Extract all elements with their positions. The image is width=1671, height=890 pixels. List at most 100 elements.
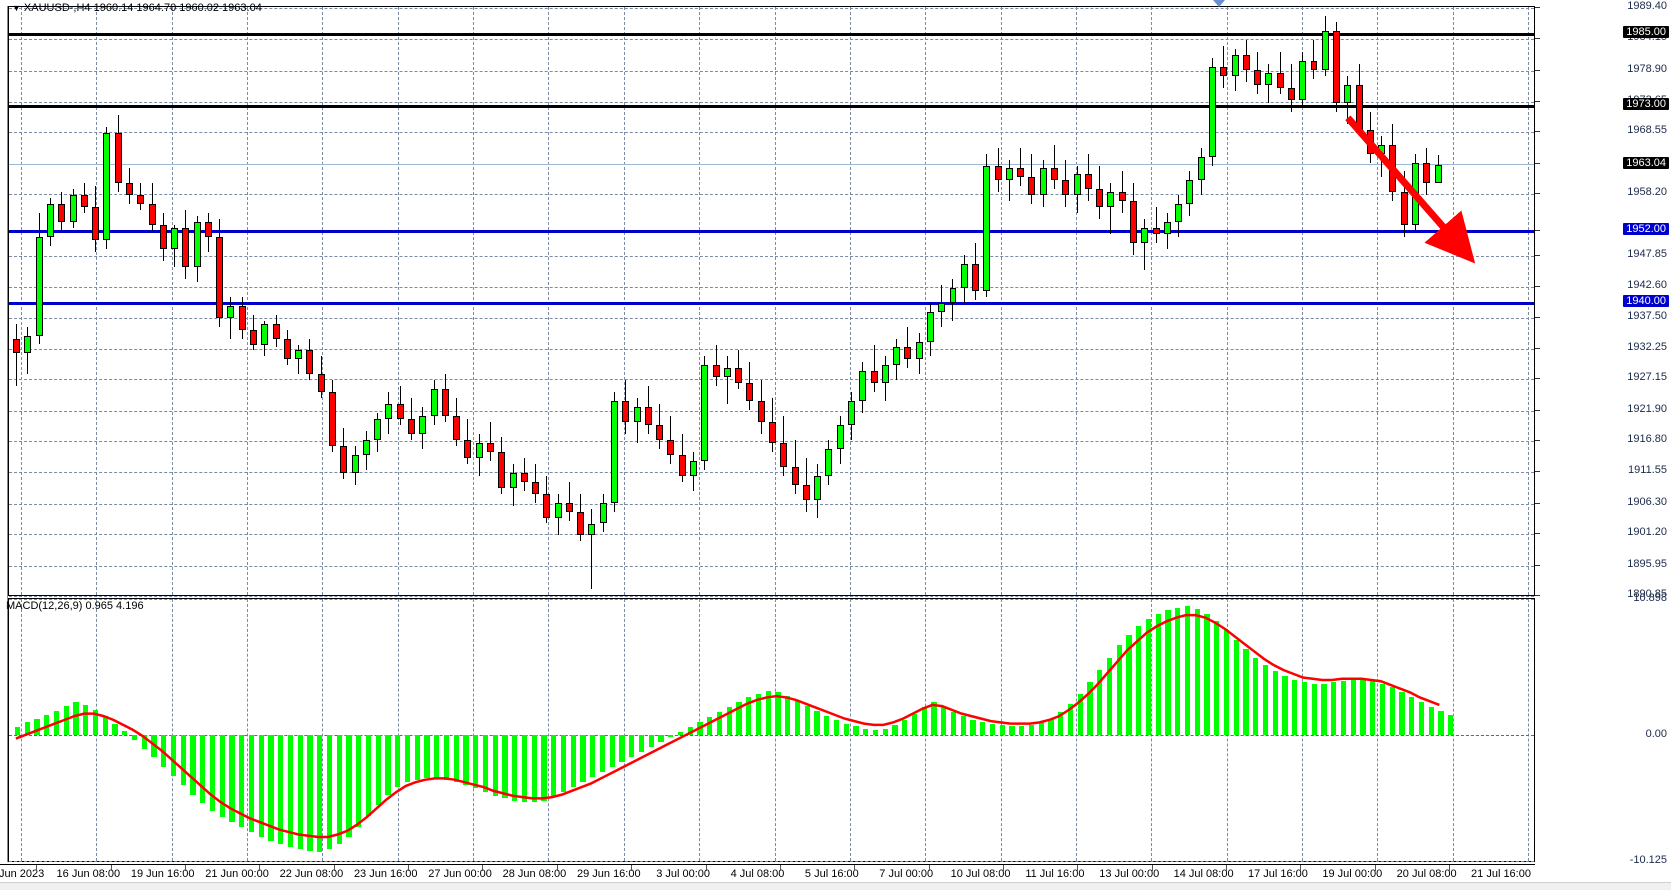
candle-body — [678, 454, 686, 476]
time-tick-label: 28 Jun 08:00 — [502, 868, 567, 880]
candlestick — [137, 7, 145, 597]
macd-histogram-bar — [229, 734, 235, 823]
price-tick-label: 1921.90 — [1627, 402, 1667, 415]
price-level-badge[interactable]: 1973.00 — [1623, 97, 1669, 110]
macd-histogram-bar — [658, 734, 664, 743]
candle-body — [238, 305, 246, 330]
macd-zero-line — [9, 734, 1534, 736]
macd-histogram-bar — [131, 734, 138, 740]
grid-line — [1301, 7, 1303, 595]
grid-line — [9, 194, 1534, 196]
macd-histogram-bar — [1048, 718, 1054, 735]
price-level-badge[interactable]: 1940.00 — [1623, 294, 1669, 307]
price-level-badge[interactable]: 1963.04 — [1623, 157, 1669, 170]
candlestick — [385, 7, 393, 597]
candle-body — [1017, 168, 1025, 178]
candlestick — [1051, 7, 1059, 597]
top-strip — [0, 0, 1671, 6]
macd-indicator-panel[interactable] — [8, 598, 1535, 862]
price-level-badge[interactable]: 1952.00 — [1623, 223, 1669, 236]
candle-body — [69, 195, 77, 223]
macd-histogram-bar — [980, 722, 986, 735]
candle-body — [159, 225, 167, 250]
symbol-ohlc-label: XAUUSD-,H4 1960.14 1964.70 1960.02 1963.… — [23, 2, 262, 14]
candlestick — [362, 7, 370, 597]
axis-tick — [1535, 7, 1540, 8]
macd-histogram-bar — [1292, 679, 1298, 735]
macd-histogram-bar — [609, 734, 615, 768]
candle-body — [520, 472, 528, 482]
price-level-line[interactable] — [9, 230, 1534, 234]
candle-body — [317, 374, 325, 393]
candlestick — [204, 7, 212, 597]
axis-tick — [1535, 533, 1540, 535]
macd-histogram-bar — [307, 734, 313, 851]
macd-histogram-bar — [1184, 606, 1191, 735]
candle-wick — [1110, 183, 1112, 235]
price-level-line[interactable] — [9, 164, 1534, 166]
macd-histogram-bar — [677, 732, 684, 735]
candlestick — [193, 7, 201, 597]
candle-body — [453, 416, 461, 440]
price-chart-panel[interactable] — [8, 6, 1535, 597]
price-level-line[interactable] — [9, 33, 1534, 37]
candlestick — [283, 7, 291, 597]
price-tick-label: 1942.60 — [1627, 279, 1667, 292]
candlestick — [1118, 7, 1126, 597]
price-level-line[interactable] — [9, 301, 1534, 305]
candle-body — [103, 132, 111, 241]
price-tick-label: 1968.55 — [1627, 124, 1667, 137]
macd-histogram-bar — [239, 734, 245, 828]
candlestick — [667, 7, 675, 597]
chevron-down-icon[interactable]: ▼ — [12, 3, 21, 13]
candle-body — [1276, 73, 1284, 88]
candle-wick — [16, 323, 18, 387]
candlestick — [92, 7, 100, 597]
macd-histogram-bar — [1165, 610, 1171, 735]
candle-body — [1287, 87, 1295, 100]
candle-body — [577, 511, 585, 536]
candlestick — [994, 7, 1002, 597]
macd-histogram-bar — [1272, 671, 1278, 735]
macd-histogram-bar — [1214, 621, 1220, 735]
candle-body — [611, 401, 619, 503]
axis-tick — [556, 865, 558, 871]
candlestick — [915, 7, 923, 597]
time-tick-label: 21 Jun 00:00 — [205, 868, 269, 880]
grid-line — [322, 7, 324, 595]
candlestick — [148, 7, 156, 597]
candlestick — [114, 7, 122, 597]
price-level-line[interactable] — [9, 104, 1534, 108]
candle-body — [171, 228, 179, 250]
macd-histogram-bar — [1262, 665, 1269, 735]
price-level-badge[interactable]: 1985.00 — [1623, 26, 1669, 39]
candle-body — [329, 392, 336, 446]
candle-body — [80, 195, 88, 208]
candlestick — [565, 7, 573, 597]
candle-wick — [1313, 40, 1315, 79]
candle-body — [13, 338, 21, 354]
price-axis[interactable]: 1989.401984.151978.901973.651968.551963.… — [1535, 0, 1671, 889]
macd-histogram-bar — [258, 734, 264, 837]
candle-body — [1423, 162, 1431, 184]
time-tick-label: 19 Jul 00:00 — [1322, 868, 1383, 880]
macd-histogram-bar — [443, 734, 450, 780]
horizontal-scrollbar[interactable] — [0, 882, 1671, 890]
candle-wick — [1223, 46, 1225, 88]
macd-histogram-bar — [1360, 679, 1366, 735]
candlestick — [1344, 7, 1352, 597]
candle-body — [137, 195, 145, 205]
axis-tick — [1535, 229, 1540, 231]
price-tick-label: 1906.30 — [1627, 495, 1667, 508]
macd-histogram-bar — [531, 734, 537, 803]
macd-histogram-bar — [1331, 682, 1337, 735]
axis-tick — [185, 865, 187, 871]
candle-body — [306, 350, 314, 375]
macd-histogram-bar — [1145, 618, 1152, 735]
grid-line — [9, 348, 1534, 350]
candle-body — [1220, 67, 1228, 76]
axis-tick — [1535, 100, 1540, 102]
candlestick — [983, 7, 991, 597]
axis-tick — [1535, 38, 1540, 40]
axis-tick — [1535, 69, 1540, 71]
